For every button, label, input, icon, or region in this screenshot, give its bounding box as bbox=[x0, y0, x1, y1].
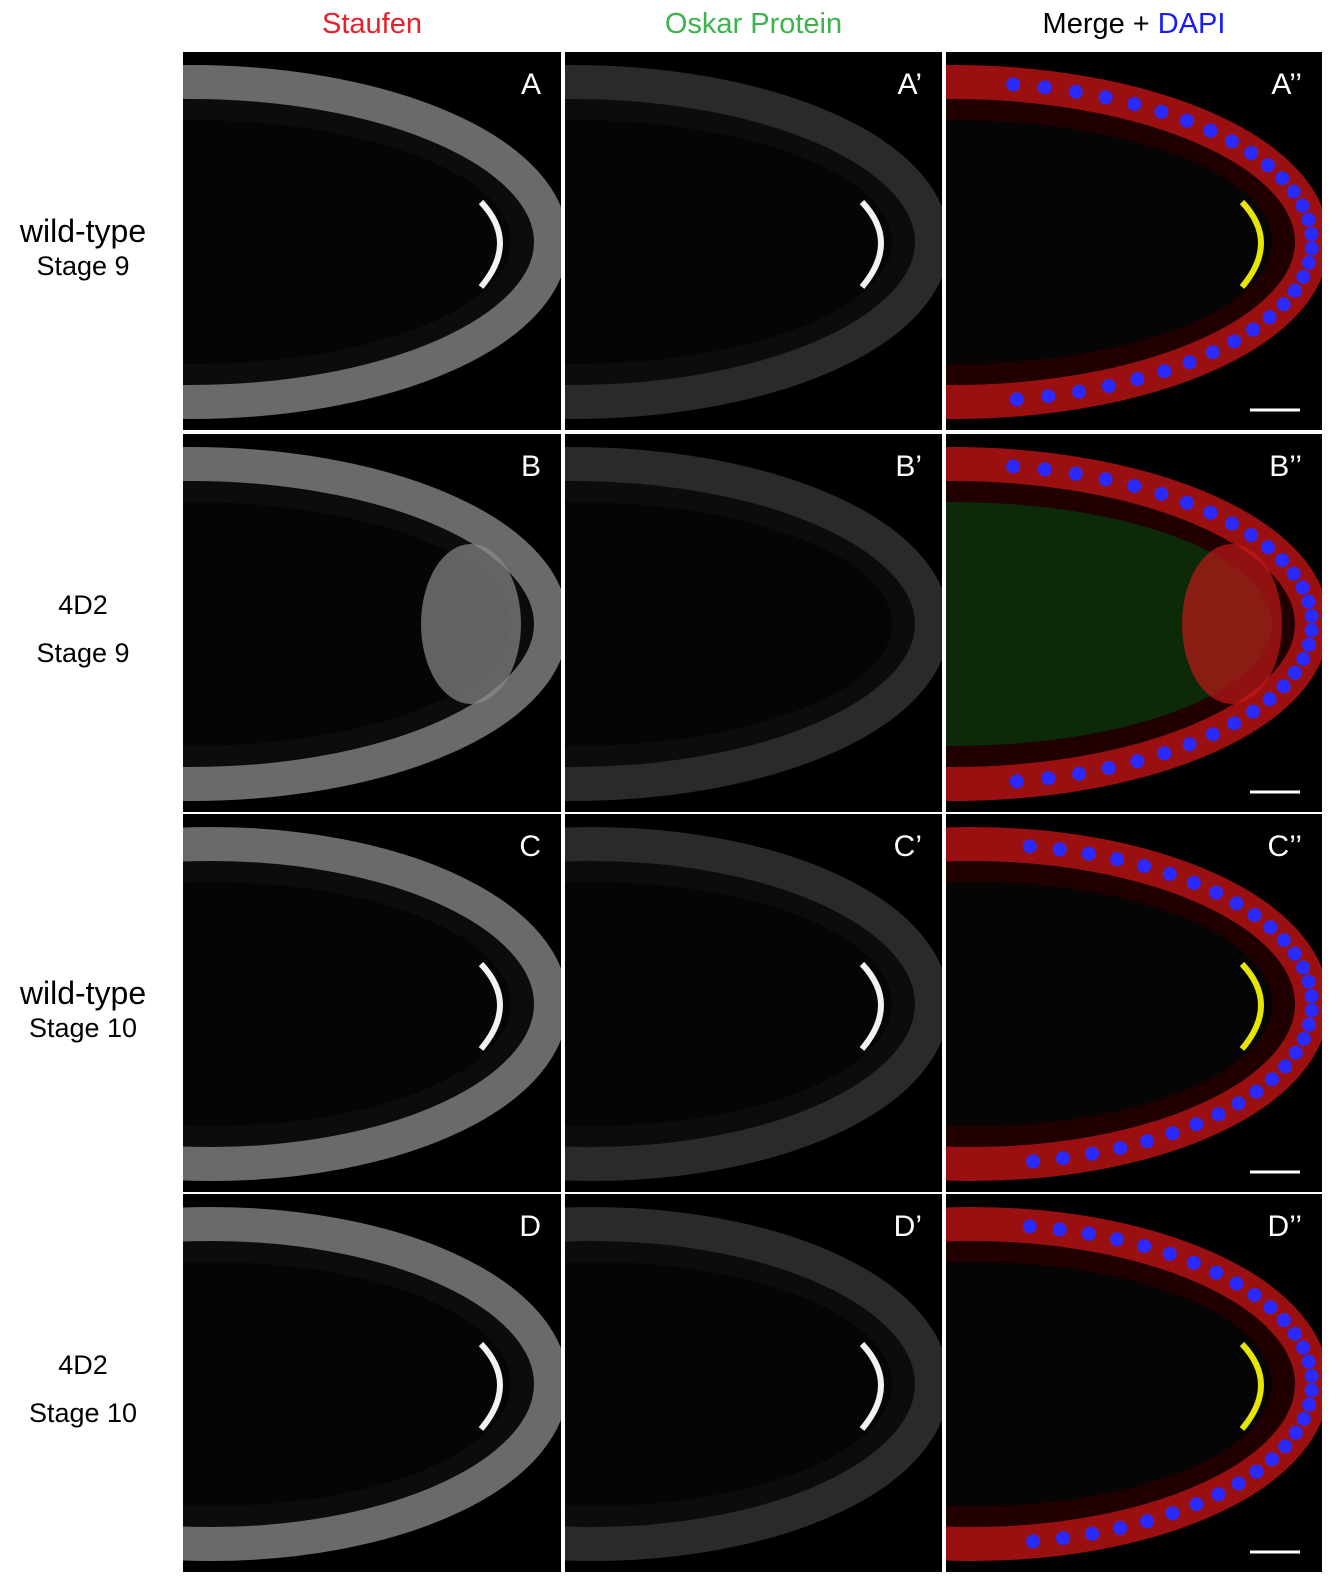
panel-label: B bbox=[520, 450, 541, 483]
micrograph-panel: C’ bbox=[565, 814, 942, 1192]
micrograph bbox=[565, 1207, 942, 1561]
row-label: wild-type bbox=[19, 975, 147, 1011]
row-label: 4D2 bbox=[58, 1350, 108, 1380]
panel-label: D’’ bbox=[1267, 1210, 1302, 1243]
micrograph bbox=[565, 65, 942, 419]
column-header-part: Merge + bbox=[1042, 8, 1150, 40]
micrograph bbox=[946, 447, 1322, 801]
micrograph-panel: C’’ bbox=[946, 814, 1322, 1192]
panel-label: D’ bbox=[893, 1210, 922, 1243]
micrograph-panel: C bbox=[183, 814, 561, 1192]
micrograph-panel: D’’ bbox=[946, 1194, 1322, 1572]
column-header: Staufen bbox=[183, 4, 561, 44]
micrograph bbox=[183, 65, 561, 419]
row-label: Stage 9 bbox=[36, 251, 130, 281]
micrograph bbox=[565, 827, 942, 1181]
micrograph bbox=[565, 447, 942, 801]
panel-label: C’’ bbox=[1267, 830, 1302, 863]
micrograph bbox=[183, 827, 561, 1181]
panel-label: C bbox=[519, 830, 541, 863]
row-label: Stage 10 bbox=[28, 1013, 138, 1043]
micrograph bbox=[183, 1207, 561, 1561]
micrograph bbox=[183, 447, 561, 801]
row-label: wild-type bbox=[19, 213, 147, 249]
micrograph-panel: B’ bbox=[565, 434, 942, 812]
column-header: Merge + DAPI bbox=[946, 4, 1322, 44]
column-header: Oskar Protein bbox=[565, 4, 942, 44]
panel-label: B’ bbox=[895, 450, 922, 483]
panel-label: A’’ bbox=[1271, 68, 1302, 101]
column-header-part: Staufen bbox=[322, 8, 422, 40]
micrograph bbox=[946, 1207, 1322, 1561]
panel-label: D bbox=[519, 1210, 541, 1243]
row-label: Stage 10 bbox=[28, 1398, 138, 1428]
micrograph bbox=[946, 827, 1322, 1181]
micrograph-panel: A’’ bbox=[946, 52, 1322, 430]
column-header-part: Oskar Protein bbox=[664, 8, 843, 40]
panel-label: A’ bbox=[897, 68, 922, 101]
micrograph-panel: D’ bbox=[565, 1194, 942, 1572]
micrograph bbox=[946, 65, 1322, 419]
panel-label: B’’ bbox=[1269, 450, 1302, 483]
micrograph-panel: B bbox=[183, 434, 561, 812]
row-label: Stage 9 bbox=[36, 638, 130, 668]
panel-label: A bbox=[520, 68, 541, 101]
micrograph-panel: B’’ bbox=[946, 434, 1322, 812]
micrograph-panel: A’ bbox=[565, 52, 942, 430]
micrograph-panel: A bbox=[183, 52, 561, 430]
panel-label: C’ bbox=[893, 830, 922, 863]
row-label: 4D2 bbox=[58, 590, 108, 620]
micrograph-panel: D bbox=[183, 1194, 561, 1572]
column-header-part: DAPI bbox=[1157, 8, 1226, 40]
